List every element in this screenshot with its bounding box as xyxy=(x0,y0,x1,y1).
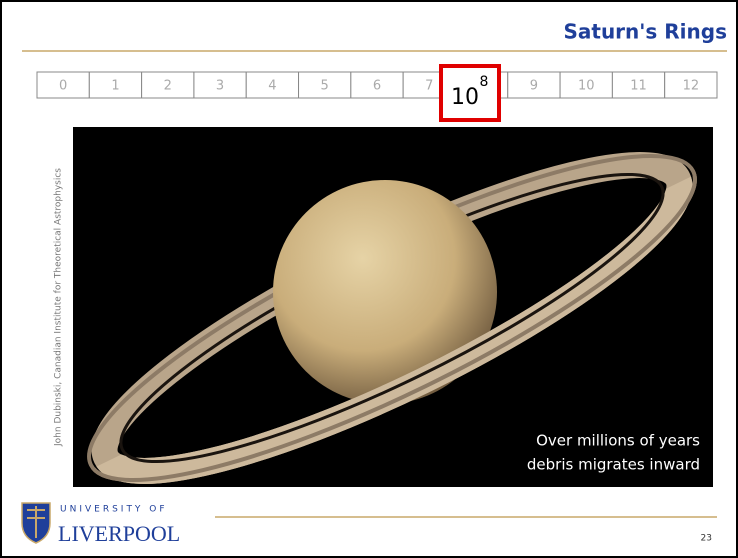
logo-line1: UNIVERSITY OF xyxy=(60,505,168,515)
scale-label: 3 xyxy=(216,79,224,94)
university-logo: UNIVERSITY OF LIVERPOOL xyxy=(21,502,180,546)
scale-label: 7 xyxy=(425,79,433,94)
scale-box xyxy=(36,71,90,99)
scale-box xyxy=(88,71,143,99)
scale-label: 5 xyxy=(321,79,329,94)
scale-box xyxy=(611,71,666,99)
scale-label: 1 xyxy=(111,79,119,94)
scale-label: 4 xyxy=(268,79,276,94)
caption-line: debris migrates inward xyxy=(527,456,700,474)
scale-label: 12 xyxy=(683,79,700,94)
logo-line2: LIVERPOOL xyxy=(58,521,180,546)
highlight-exponent: 8 xyxy=(480,74,489,90)
highlight-base: 10 xyxy=(451,85,479,110)
page-number: 23 xyxy=(701,534,712,544)
caption-line: Over millions of years xyxy=(536,432,700,450)
scale-bar: 0 1 2 3 4 5 6 7 9 10 11 12 xyxy=(36,71,718,99)
saturn xyxy=(87,152,697,484)
slide-title: Saturn's Rings xyxy=(563,20,727,44)
scale-label: 9 xyxy=(530,79,538,94)
scale-label: 6 xyxy=(373,79,381,94)
scale-box xyxy=(507,71,561,99)
scale-label: 0 xyxy=(59,79,67,94)
scale-label: 2 xyxy=(164,79,172,94)
scale-label: 11 xyxy=(630,79,647,94)
highlight-box xyxy=(439,64,501,122)
scale-label: 10 xyxy=(578,79,595,94)
image-credit: John Dubinski, Canadian Institute for Th… xyxy=(54,168,64,447)
scale-box xyxy=(664,71,718,99)
